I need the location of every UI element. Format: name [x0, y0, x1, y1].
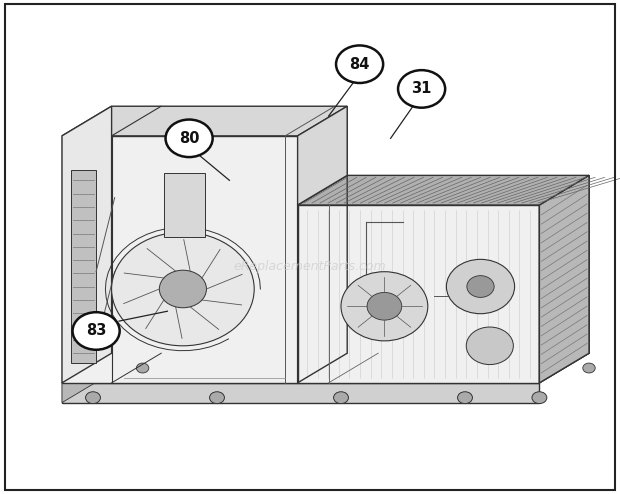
- Circle shape: [166, 120, 213, 157]
- Polygon shape: [62, 106, 347, 136]
- Circle shape: [532, 392, 547, 404]
- Text: 80: 80: [179, 131, 200, 146]
- Text: 31: 31: [412, 82, 432, 96]
- Polygon shape: [62, 353, 112, 403]
- Polygon shape: [298, 175, 589, 205]
- Polygon shape: [347, 175, 589, 353]
- Circle shape: [466, 327, 513, 365]
- Polygon shape: [71, 170, 96, 363]
- Text: 84: 84: [350, 57, 370, 72]
- Text: 83: 83: [86, 324, 106, 338]
- Circle shape: [583, 363, 595, 373]
- Circle shape: [458, 392, 472, 404]
- Polygon shape: [62, 353, 589, 383]
- Circle shape: [467, 276, 494, 297]
- Circle shape: [446, 259, 515, 314]
- Circle shape: [367, 292, 402, 320]
- Circle shape: [341, 272, 428, 341]
- Circle shape: [112, 232, 254, 346]
- Circle shape: [86, 392, 100, 404]
- Circle shape: [73, 312, 120, 350]
- Circle shape: [210, 392, 224, 404]
- Circle shape: [159, 270, 206, 308]
- Polygon shape: [62, 106, 112, 383]
- Circle shape: [136, 363, 149, 373]
- Circle shape: [334, 392, 348, 404]
- Circle shape: [398, 70, 445, 108]
- Polygon shape: [298, 205, 539, 383]
- Polygon shape: [112, 106, 347, 353]
- Polygon shape: [539, 175, 589, 383]
- Polygon shape: [62, 383, 539, 403]
- Circle shape: [336, 45, 383, 83]
- Polygon shape: [164, 173, 205, 237]
- Polygon shape: [539, 175, 589, 383]
- Polygon shape: [298, 106, 347, 205]
- Text: eReplacementParts.com: eReplacementParts.com: [234, 260, 386, 273]
- Polygon shape: [62, 136, 298, 383]
